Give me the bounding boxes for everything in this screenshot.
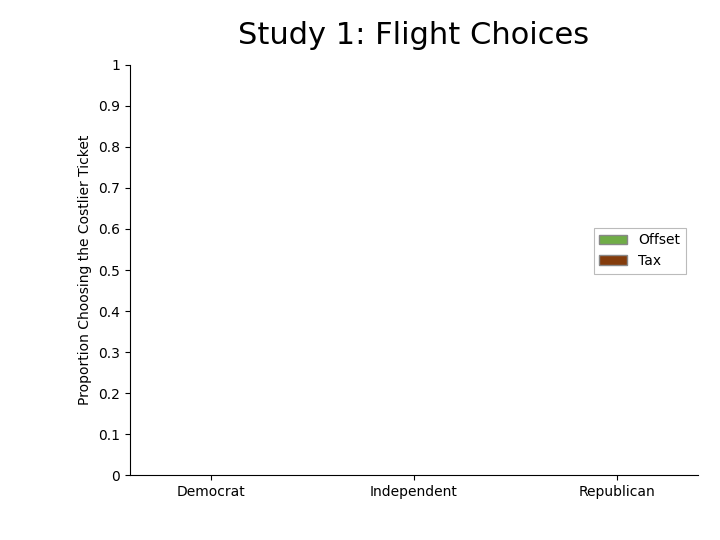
Legend: Offset, Tax: Offset, Tax <box>594 228 685 274</box>
Y-axis label: Proportion Choosing the Costlier Ticket: Proportion Choosing the Costlier Ticket <box>78 135 92 405</box>
Title: Study 1: Flight Choices: Study 1: Flight Choices <box>238 21 590 50</box>
